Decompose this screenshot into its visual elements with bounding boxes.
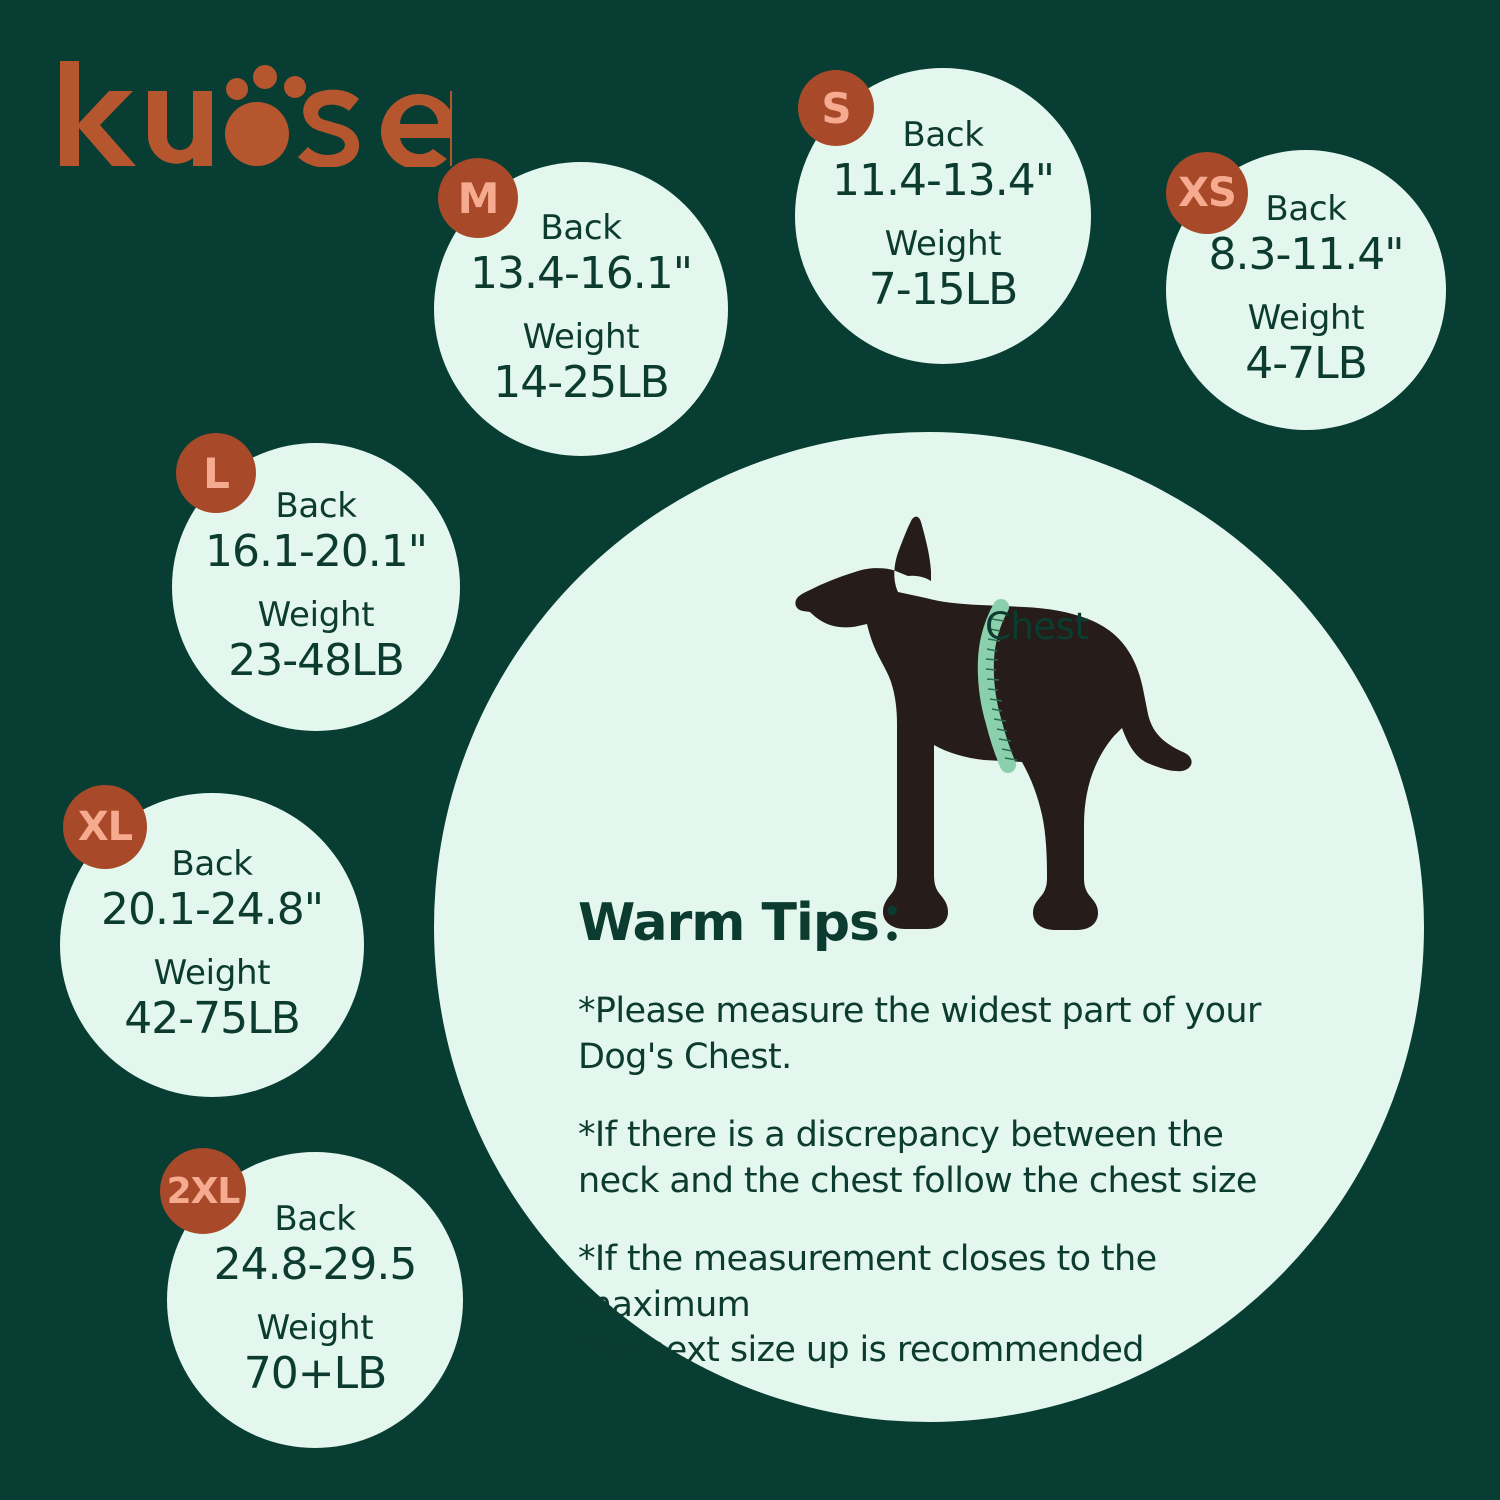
- back-label-m: Back: [540, 207, 622, 248]
- size-badge-xl-label: XL: [77, 804, 133, 850]
- weight-value-s: 7-15LB: [868, 264, 1019, 316]
- size-badge-xs-label: XS: [1178, 170, 1237, 216]
- back-value-s: 11.4-13.4": [831, 155, 1055, 207]
- weight-label-s: Weight: [884, 224, 1002, 264]
- size-badge-m[interactable]: M: [438, 158, 518, 238]
- weight-label-xl: Weight: [153, 953, 271, 993]
- back-label-xs: Back: [1265, 188, 1347, 229]
- back-value-2xl: 24.8-29.5: [213, 1239, 418, 1291]
- weight-value-2xl: 70+LB: [243, 1348, 388, 1400]
- weight-value-xl: 42-75LB: [124, 993, 301, 1045]
- warm-tips-section: Warm Tips： *Please measure the widest pa…: [578, 880, 1338, 1374]
- dog-silhouette-icon: [795, 516, 1192, 930]
- tape-measure-icon: [977, 599, 1018, 773]
- size-badge-s[interactable]: S: [798, 70, 874, 146]
- size-badge-l-label: L: [203, 448, 230, 498]
- chest-measurement-label: Chest: [985, 605, 1089, 648]
- kuoser-wordmark-icon: [60, 61, 457, 170]
- size-badge-2xl-label: 2XL: [166, 1170, 241, 1212]
- size-badge-2xl[interactable]: 2XL: [160, 1148, 246, 1234]
- warm-tip-item: *If there is a discrepancy between the n…: [578, 1115, 1257, 1201]
- warm-tip-item: *Please measure the widest part of your …: [578, 991, 1261, 1077]
- back-label-xl: Back: [171, 843, 253, 884]
- warm-tips-title: Warm Tips：: [578, 893, 931, 953]
- weight-value-m: 14-25LB: [493, 357, 670, 409]
- size-badge-xl[interactable]: XL: [63, 785, 147, 869]
- back-value-xs: 8.3-11.4": [1208, 229, 1404, 281]
- back-value-xl: 20.1-24.8": [100, 884, 324, 936]
- dog-illustration: [770, 495, 1310, 945]
- back-label-l: Back: [275, 485, 357, 526]
- size-badge-m-label: M: [457, 173, 500, 223]
- size-bubble-xs[interactable]: Back 8.3-11.4" Weight 4-7LB: [1166, 150, 1446, 430]
- weight-label-2xl: Weight: [256, 1308, 374, 1348]
- back-value-m: 13.4-16.1": [469, 248, 693, 300]
- size-bubble-s[interactable]: Back 11.4-13.4" Weight 7-15LB: [795, 68, 1091, 364]
- weight-label-l: Weight: [257, 595, 375, 635]
- back-label-s: Back: [902, 114, 984, 155]
- weight-label-m: Weight: [522, 317, 640, 357]
- warm-tip-item: *If the measurement closes to the maximu…: [578, 1239, 1157, 1370]
- weight-value-l: 23-48LB: [228, 635, 405, 687]
- weight-value-xs: 4-7LB: [1245, 338, 1368, 390]
- brand-logo: [52, 55, 457, 170]
- size-badge-l[interactable]: L: [176, 433, 256, 513]
- weight-label-xs: Weight: [1247, 298, 1365, 338]
- size-badge-xs[interactable]: XS: [1166, 152, 1248, 234]
- size-badge-s-label: S: [821, 83, 851, 133]
- back-value-l: 16.1-20.1": [204, 526, 428, 578]
- back-label-2xl: Back: [274, 1198, 356, 1239]
